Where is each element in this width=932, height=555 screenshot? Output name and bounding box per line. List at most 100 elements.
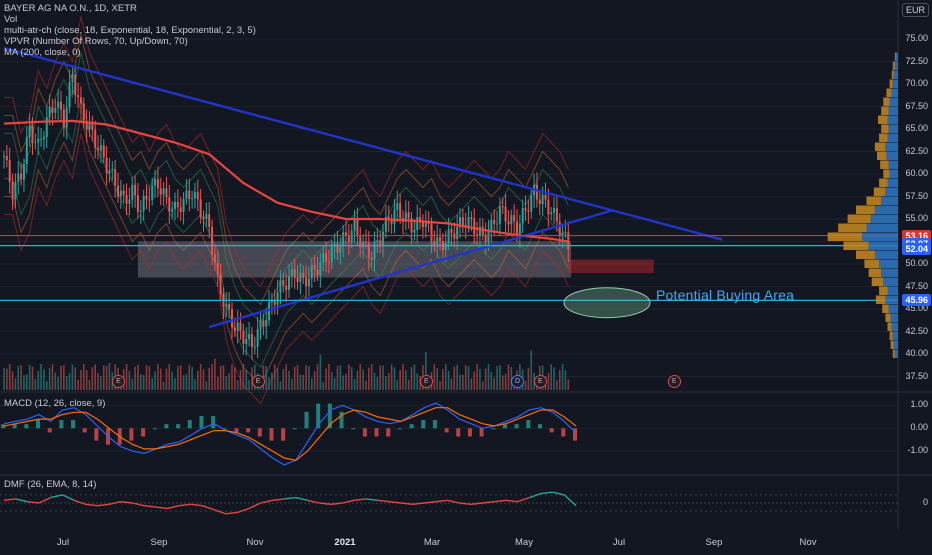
dmf-legend[interactable]: DMF (26, EMA, 8, 14) <box>4 479 97 490</box>
candle-body <box>156 179 159 189</box>
legend-vol[interactable]: Vol <box>4 14 18 25</box>
legend-ma[interactable]: MA (200, close, 0) <box>4 47 81 58</box>
volume-bar <box>248 379 250 390</box>
volume-bar <box>333 377 336 390</box>
volume-bar <box>387 373 390 390</box>
volume-bar <box>311 378 313 390</box>
candle-body <box>396 203 399 210</box>
candle-body <box>3 156 5 157</box>
dmf-line-segment <box>459 502 472 506</box>
candle-body <box>179 207 182 213</box>
legend-vpvr[interactable]: VPVR (Number Of Rows, 70, Up/Down, 70) <box>4 36 188 47</box>
legend-atr-channel[interactable]: multi-atr-ch (close, 18, Exponential, 18… <box>4 25 256 36</box>
candle-body <box>25 137 28 165</box>
dmf-line-segment <box>155 506 168 510</box>
volume-bar <box>567 379 570 390</box>
vpvr-bar-down <box>894 52 896 61</box>
volume-bar <box>405 370 407 390</box>
price-axis-tick: 47.50 <box>905 280 928 291</box>
candle-body <box>225 304 228 308</box>
macd-histogram-bar <box>176 424 181 429</box>
dmf-line-segment <box>85 503 98 507</box>
volume-bar <box>91 367 94 390</box>
candle-body <box>305 277 308 287</box>
volume-bar <box>225 376 228 390</box>
uptrend-trendline <box>208 208 615 329</box>
macd-histogram-bar <box>444 428 449 433</box>
ma200-line <box>3 119 569 243</box>
dmf-line-segment <box>132 502 145 507</box>
candle-body <box>555 208 558 222</box>
candle-body <box>5 156 8 160</box>
volume-bar <box>365 380 367 390</box>
macd-histogram-bar <box>491 428 496 430</box>
macd-histogram-bar <box>257 428 262 437</box>
candle-body <box>427 222 430 224</box>
dmf-line-segment <box>494 499 507 503</box>
vpvr-bar-up <box>874 250 898 259</box>
dmf-line-segment <box>482 500 495 504</box>
dmf-line-segment <box>563 494 577 507</box>
vpvr-bar-down <box>885 313 891 322</box>
volume-bar <box>239 369 242 390</box>
candle-body <box>108 170 111 174</box>
volume-bar <box>51 364 54 390</box>
volume-bar <box>40 364 42 390</box>
volume-bar <box>28 364 31 390</box>
candle-body <box>293 268 296 278</box>
macd-histogram-bar <box>386 428 391 437</box>
vpvr-bar-down <box>827 232 863 241</box>
macd-histogram-bar <box>246 428 251 433</box>
vpvr-bar-up <box>888 106 898 115</box>
vpvr-bar-down <box>878 115 888 124</box>
candle-body <box>407 212 410 219</box>
volume-bar <box>390 364 393 390</box>
candle-body <box>384 216 387 232</box>
candle-body <box>199 199 202 218</box>
macd-legend[interactable]: MACD (12, 26, close, 9) <box>4 398 106 409</box>
volume-bar <box>14 377 17 390</box>
candle-body <box>342 232 345 247</box>
vpvr-bar-up <box>887 286 898 295</box>
candle-body <box>299 272 302 282</box>
price-axis-tick: 62.50 <box>905 145 928 156</box>
volume-bar <box>553 367 555 390</box>
time-axis-tick: Nov <box>799 537 817 548</box>
candle-body <box>516 221 518 236</box>
dmf-axis-tick: 0 <box>922 497 928 507</box>
dmf-line-segment <box>3 498 16 501</box>
volume-bar <box>467 366 470 390</box>
dmf-line-segment <box>470 502 483 506</box>
volume-bar <box>188 364 191 390</box>
candle-body <box>325 253 328 262</box>
dmf-line-segment <box>307 499 320 504</box>
volume-bar <box>496 366 498 390</box>
candle-body <box>339 246 342 253</box>
volume-bar <box>268 377 270 390</box>
price-level-badge: 52.04 <box>902 242 931 255</box>
legend-symbol[interactable]: BAYER AG NA O.N., 1D, XETR <box>4 3 137 14</box>
volume-bar <box>57 376 59 390</box>
volume-bar <box>379 365 381 390</box>
vpvr-bar-up <box>890 313 898 322</box>
volume-bar <box>60 365 62 390</box>
volume-bar <box>105 365 108 390</box>
vpvr-bar-down <box>838 223 867 232</box>
volume-bar <box>330 371 333 390</box>
price-axis-tick: 70.00 <box>905 78 928 88</box>
candle-body <box>165 188 168 198</box>
candle-body <box>239 322 242 331</box>
candle-body <box>117 185 119 197</box>
macd-histogram-bar <box>502 424 507 429</box>
currency-label[interactable]: EUR <box>901 3 929 17</box>
dmf-line-segment <box>73 499 86 506</box>
candle-body <box>159 188 162 195</box>
candle-body <box>82 103 85 121</box>
candle-body <box>228 304 231 310</box>
volume-bar <box>148 366 151 390</box>
dmf-line-segment <box>342 499 355 504</box>
volume-bar <box>177 366 179 390</box>
candle-body <box>85 120 88 130</box>
volume-bar <box>271 372 273 390</box>
candle-body <box>476 234 479 236</box>
